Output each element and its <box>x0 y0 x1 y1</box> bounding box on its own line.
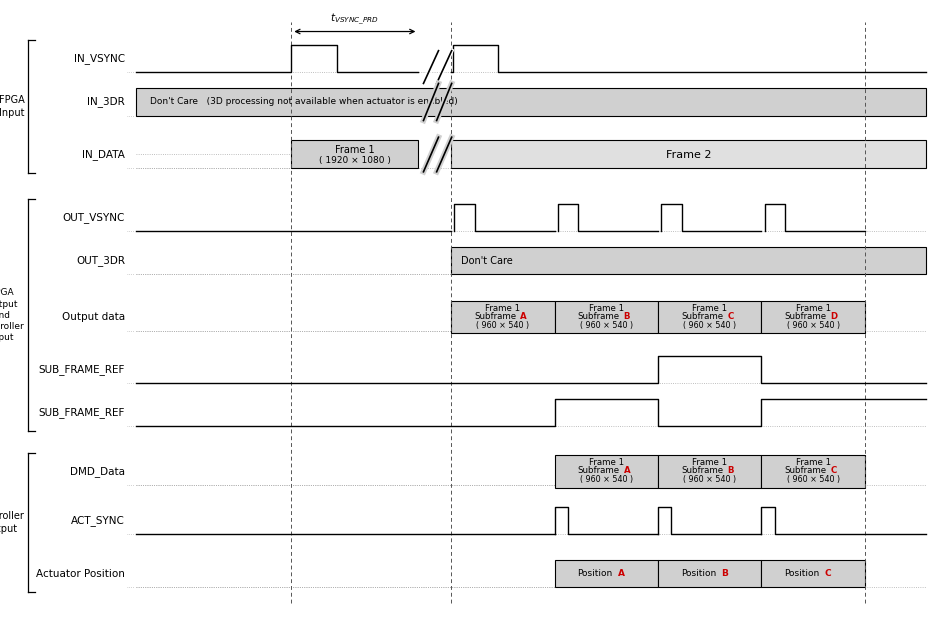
Text: ACT_SYNC: ACT_SYNC <box>71 515 125 526</box>
Text: DMD_Data: DMD_Data <box>70 466 125 477</box>
Text: Controller
Output: Controller Output <box>0 511 24 534</box>
Text: ( 960 × 540 ): ( 960 × 540 ) <box>683 475 736 484</box>
Text: B: B <box>728 467 733 475</box>
Text: Position: Position <box>784 569 820 578</box>
Text: Frame 1: Frame 1 <box>692 459 728 467</box>
Text: Output data: Output data <box>62 312 125 322</box>
Text: Frame 1: Frame 1 <box>692 304 728 313</box>
Bar <box>761 560 865 587</box>
Text: Position: Position <box>577 569 613 578</box>
Text: IN_3DR: IN_3DR <box>87 96 125 108</box>
Text: ( 960 × 540 ): ( 960 × 540 ) <box>580 475 633 484</box>
Text: OUT_3DR: OUT_3DR <box>76 255 125 266</box>
Text: B: B <box>721 569 728 578</box>
Text: A: A <box>623 467 631 475</box>
Text: A: A <box>618 569 625 578</box>
Text: C: C <box>728 312 733 321</box>
Text: Frame 1: Frame 1 <box>588 304 624 313</box>
Bar <box>291 140 418 168</box>
Text: ( 960 × 540 ): ( 960 × 540 ) <box>787 321 839 329</box>
Text: Frame 1: Frame 1 <box>795 459 831 467</box>
Text: Frame 1: Frame 1 <box>588 459 624 467</box>
Text: ( 960 × 540 ): ( 960 × 540 ) <box>683 321 736 329</box>
Text: Actuator Position: Actuator Position <box>36 569 125 578</box>
Text: C: C <box>824 569 832 578</box>
Bar <box>658 301 761 333</box>
Text: B: B <box>624 312 630 321</box>
Text: FPGA
Input: FPGA Input <box>0 95 24 118</box>
Text: ( 960 × 540 ): ( 960 × 540 ) <box>580 321 633 329</box>
Bar <box>451 301 555 333</box>
Text: $\mathit{t}_{VSYNC\_PRD}$: $\mathit{t}_{VSYNC\_PRD}$ <box>331 11 379 27</box>
Text: D: D <box>830 312 838 321</box>
Text: Don't Care   (3D processing not available when actuator is enabled): Don't Care (3D processing not available … <box>150 98 458 106</box>
Text: ( 1920 × 1080 ): ( 1920 × 1080 ) <box>319 156 391 164</box>
Text: Subframe: Subframe <box>785 467 826 475</box>
Text: Frame 1: Frame 1 <box>485 304 521 313</box>
Bar <box>451 247 926 274</box>
Text: SUB_FRAME_REF: SUB_FRAME_REF <box>39 407 125 418</box>
Text: Subframe: Subframe <box>785 312 826 321</box>
Text: IN_DATA: IN_DATA <box>82 149 125 160</box>
Text: Frame 2: Frame 2 <box>666 150 712 159</box>
Text: Subframe: Subframe <box>475 312 516 321</box>
Text: Frame 1: Frame 1 <box>335 145 375 155</box>
Text: ( 960 × 540 ): ( 960 × 540 ) <box>477 321 529 329</box>
Bar <box>451 140 926 168</box>
Bar <box>555 455 658 488</box>
Text: Subframe: Subframe <box>682 467 723 475</box>
Text: Subframe: Subframe <box>578 467 619 475</box>
Bar <box>761 455 865 488</box>
Bar <box>555 301 658 333</box>
Text: FPGA
Output
and
Controller
Input: FPGA Output and Controller Input <box>0 289 24 342</box>
Text: A: A <box>520 312 527 321</box>
Text: ( 960 × 540 ): ( 960 × 540 ) <box>787 475 839 484</box>
Text: Subframe: Subframe <box>682 312 723 321</box>
Bar <box>658 560 761 587</box>
Text: IN_VSYNC: IN_VSYNC <box>74 53 125 64</box>
Text: Frame 1: Frame 1 <box>795 304 831 313</box>
Bar <box>658 455 761 488</box>
Text: OUT_VSYNC: OUT_VSYNC <box>63 212 125 223</box>
Text: Subframe: Subframe <box>578 312 619 321</box>
Bar <box>761 301 865 333</box>
Text: SUB_FRAME_REF: SUB_FRAME_REF <box>39 364 125 375</box>
Bar <box>136 88 926 116</box>
Text: Don't Care: Don't Care <box>461 256 512 266</box>
Text: Position: Position <box>681 569 716 578</box>
Text: C: C <box>831 467 837 475</box>
Bar <box>555 560 658 587</box>
